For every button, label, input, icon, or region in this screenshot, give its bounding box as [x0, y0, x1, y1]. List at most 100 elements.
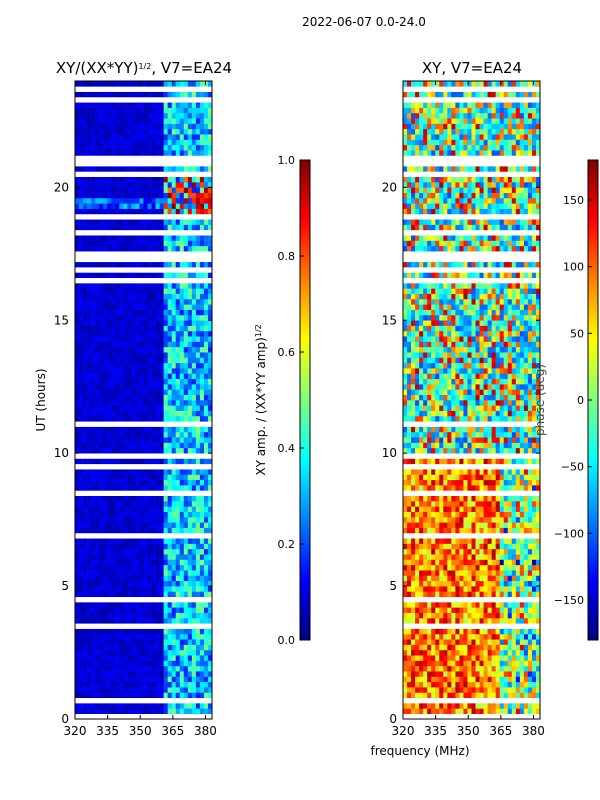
- heatmap-cell: [155, 362, 160, 369]
- heatmap-cell: [83, 336, 88, 342]
- heatmap-cell: [115, 293, 120, 300]
- heatmap-cell: [175, 405, 181, 411]
- heatmap-cell: [171, 240, 177, 247]
- heatmap-cell: [79, 107, 84, 114]
- heatmap-cell: [455, 639, 460, 645]
- heatmap-cell: [139, 203, 144, 209]
- heatmap-cell: [87, 352, 92, 358]
- heatmap-cell: [407, 649, 412, 656]
- heatmap-cell: [527, 522, 533, 528]
- heatmap-cell: [147, 708, 152, 714]
- heatmap-cell: [515, 655, 521, 661]
- heatmap-cell: [131, 660, 136, 667]
- heatmap-cell: [95, 575, 100, 582]
- heatmap-cell: [127, 368, 132, 374]
- heatmap-cell: [95, 447, 100, 454]
- heatmap-cell: [147, 293, 152, 300]
- heatmap-cell: [111, 628, 116, 635]
- heatmap-cell: [99, 474, 104, 481]
- heatmap-cell: [91, 203, 96, 209]
- heatmap-cell: [75, 352, 80, 358]
- heatmap-cell: [503, 522, 509, 528]
- heatmap-cell: [163, 564, 168, 571]
- heatmap-cell: [135, 357, 140, 364]
- heatmap-cell: [103, 219, 108, 225]
- heatmap-cell: [439, 527, 444, 534]
- heatmap-cell: [107, 219, 112, 225]
- heatmap-cell: [75, 139, 80, 146]
- heatmap-cell: [507, 485, 513, 491]
- heatmap-cell: [499, 644, 505, 651]
- heatmap-cell: [415, 485, 420, 491]
- heatmap-cell: [451, 527, 456, 534]
- heatmap-cell: [83, 426, 88, 433]
- heatmap-cell: [495, 479, 501, 486]
- heatmap-cell: [447, 559, 452, 566]
- heatmap-cell: [111, 442, 116, 449]
- heatmap-cell: [483, 586, 488, 592]
- heatmap-cell: [159, 245, 164, 252]
- heatmap-cell: [187, 389, 193, 395]
- heatmap-cell: [143, 139, 148, 146]
- heatmap-cell: [107, 81, 112, 87]
- heatmap-cell: [95, 128, 100, 135]
- heatmap-cell: [103, 681, 108, 688]
- heatmap-cell: [467, 511, 472, 518]
- heatmap-cell: [91, 112, 96, 119]
- heatmap-cell: [103, 309, 108, 316]
- heatmap-cell: [191, 527, 197, 534]
- heatmap-cell: [79, 166, 84, 172]
- heatmap-cell: [111, 639, 116, 645]
- heatmap-cell: [159, 527, 164, 534]
- heatmap-cell: [207, 447, 213, 454]
- heatmap-cell: [79, 91, 84, 98]
- heatmap-cell: [531, 644, 537, 651]
- heatmap-cell: [119, 660, 124, 667]
- heatmap-cell: [207, 352, 213, 358]
- heatmap-cell: [475, 479, 480, 486]
- heatmap-cell: [183, 474, 189, 481]
- heatmap-cell: [155, 485, 160, 491]
- heatmap-cell: [159, 474, 164, 481]
- heatmap-cell: [87, 346, 92, 353]
- heatmap-cell: [79, 330, 84, 337]
- heatmap-cell: [195, 400, 201, 406]
- heatmap-cell: [87, 543, 92, 550]
- heatmap-cell: [135, 81, 140, 87]
- heatmap-cell: [95, 703, 100, 709]
- heatmap-cell: [75, 107, 80, 114]
- heatmap-cell: [495, 671, 501, 677]
- heatmap-cell: [447, 649, 452, 656]
- heatmap-cell: [83, 261, 88, 268]
- heatmap-cell: [167, 628, 173, 635]
- heatmap-cell: [131, 655, 136, 661]
- heatmap-cell: [519, 495, 525, 502]
- heatmap-cell: [163, 309, 168, 316]
- heatmap-cell: [87, 485, 92, 491]
- heatmap-cell: [111, 458, 116, 465]
- heatmap-cell: [511, 495, 517, 502]
- heatmap-cell: [407, 479, 412, 486]
- heatmap-cell: [203, 182, 209, 188]
- heatmap-cell: [203, 400, 209, 406]
- heatmap-cell: [523, 586, 529, 592]
- heatmap-cell: [115, 373, 120, 380]
- heatmap-cell: [507, 506, 513, 512]
- heatmap-cell: [183, 134, 189, 140]
- heatmap-cell: [95, 81, 100, 87]
- heatmap-cell: [103, 474, 108, 481]
- heatmap-cell: [99, 330, 104, 337]
- heatmap-cell: [179, 293, 185, 300]
- heatmap-cell: [183, 298, 189, 305]
- heatmap-cell: [471, 538, 476, 544]
- heatmap-cell: [475, 474, 480, 481]
- heatmap-cell: [191, 341, 197, 348]
- heatmap-cell: [103, 527, 108, 534]
- heatmap-cell: [167, 293, 173, 300]
- heatmap-cell: [471, 474, 476, 481]
- heatmap-cell: [103, 522, 108, 528]
- heatmap-cell: [463, 474, 468, 481]
- heatmap-cell: [91, 320, 96, 326]
- heatmap-cell: [195, 150, 201, 156]
- heatmap-cell: [151, 384, 156, 390]
